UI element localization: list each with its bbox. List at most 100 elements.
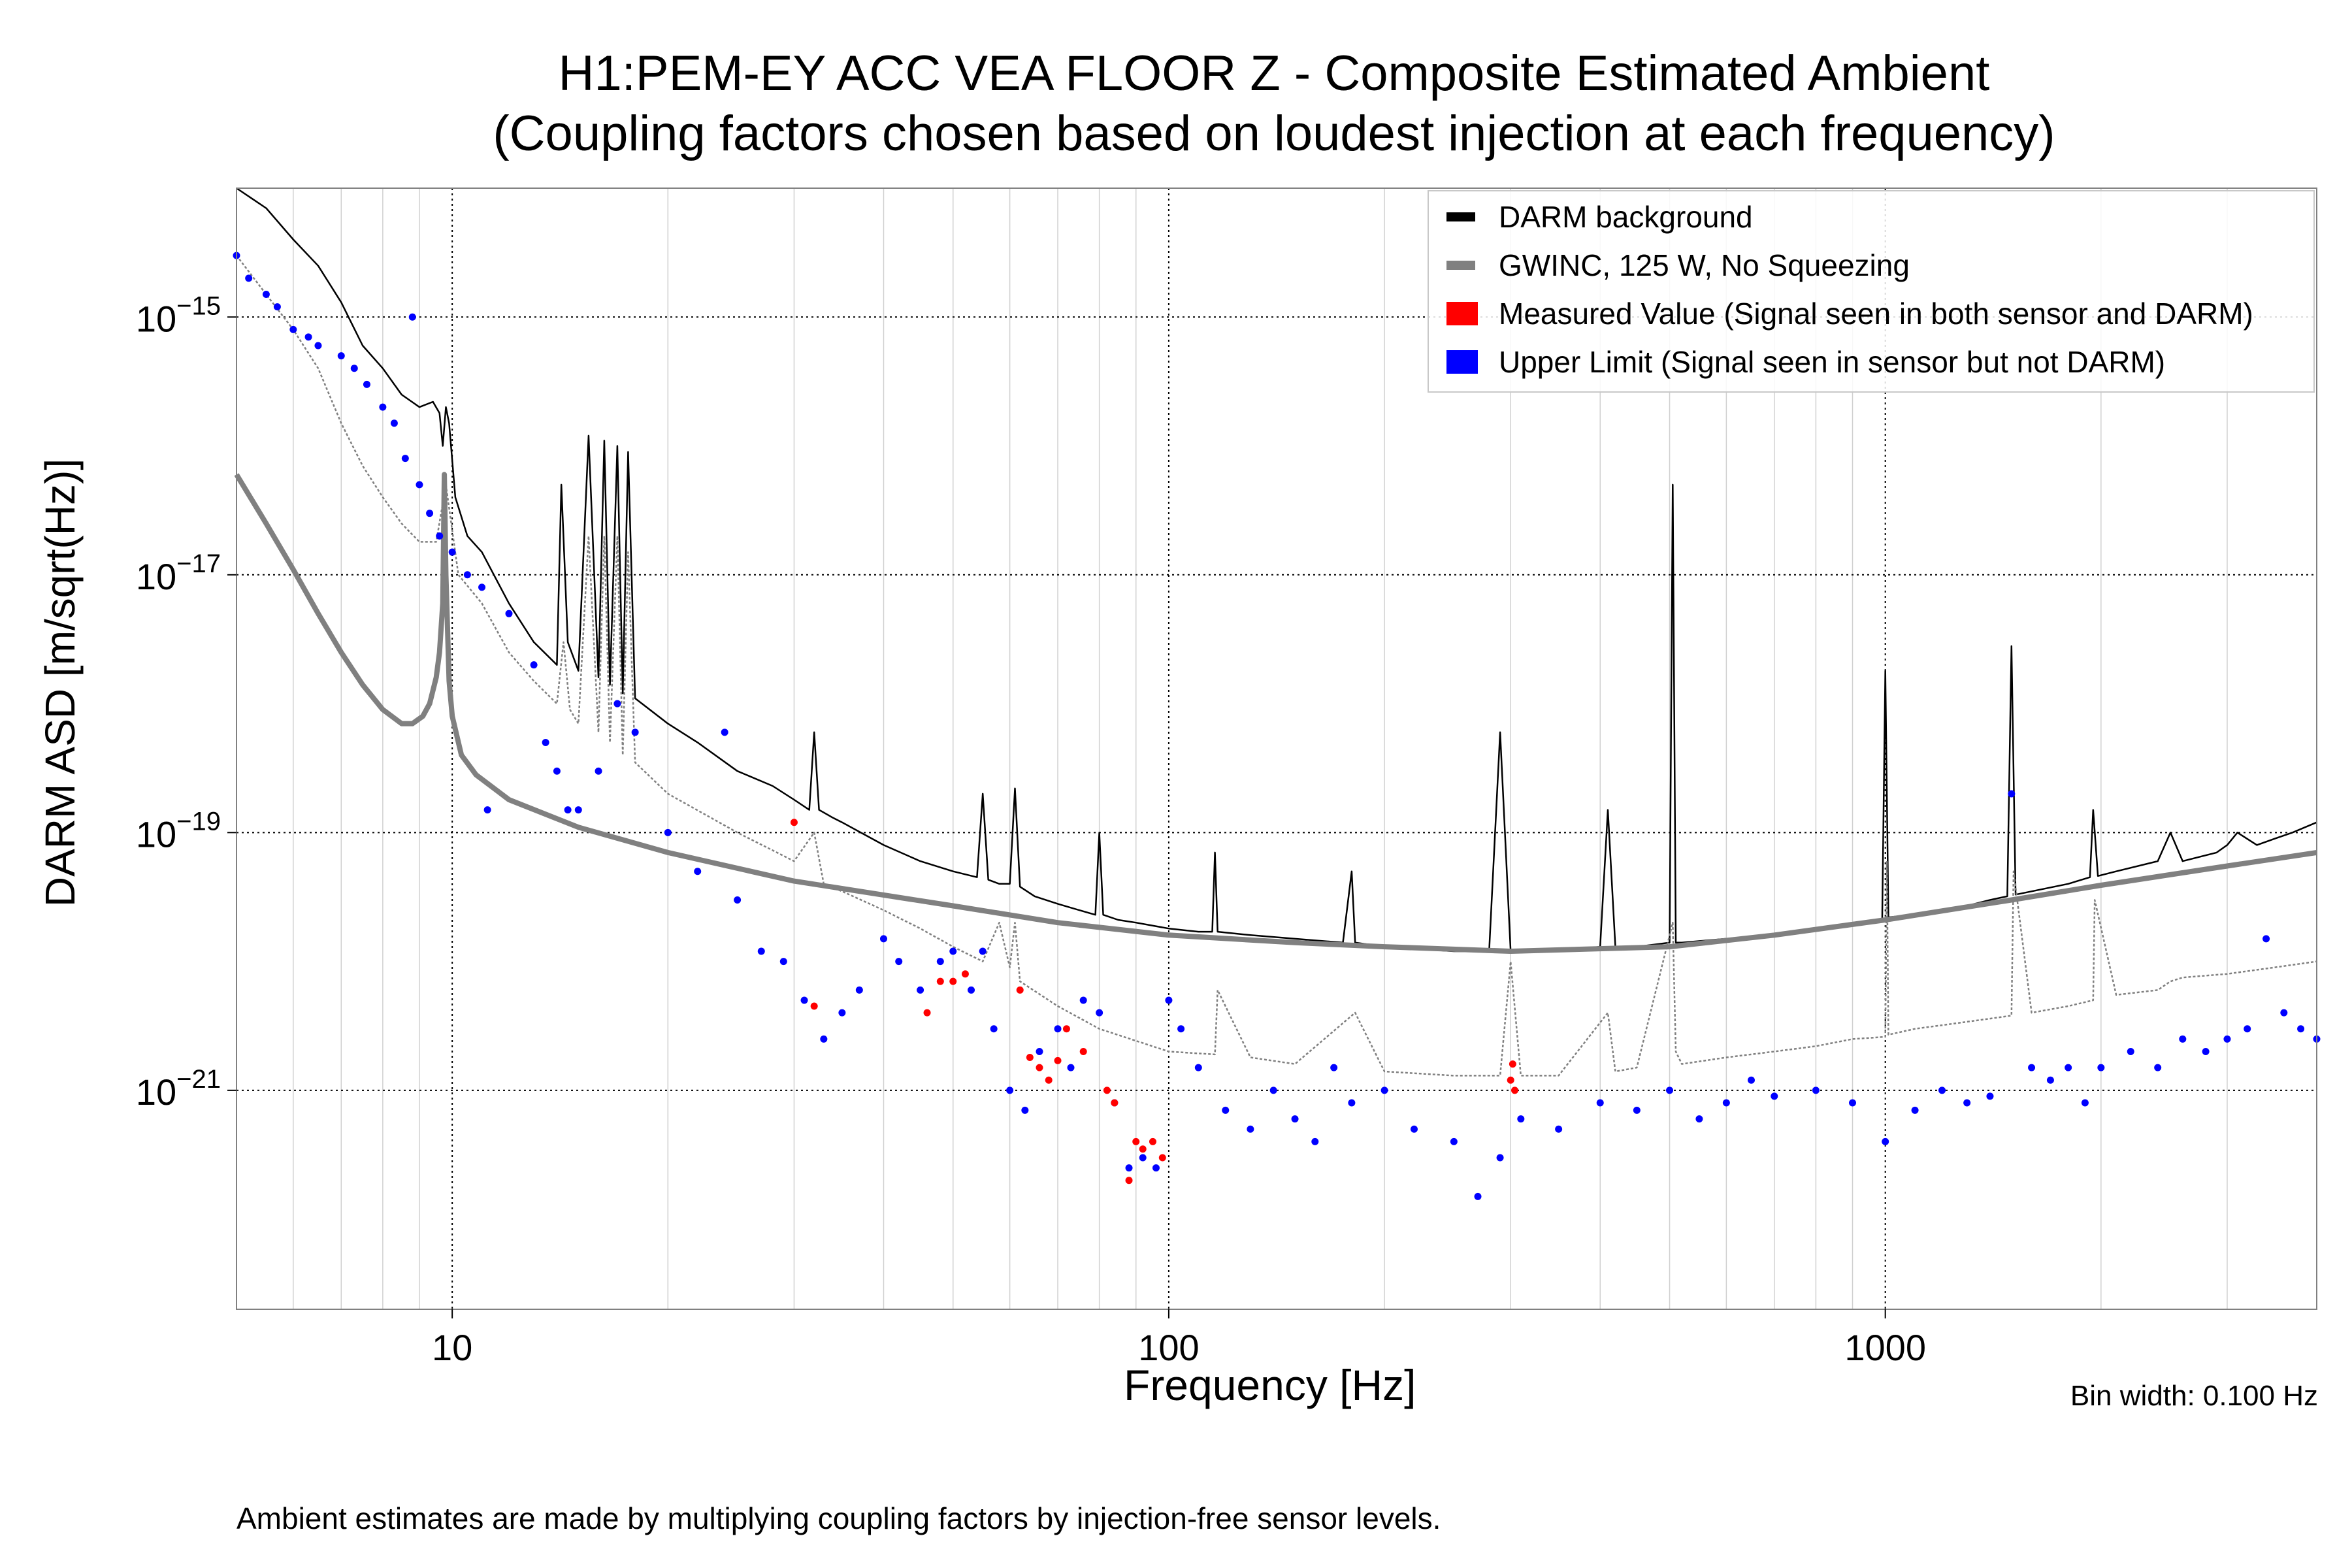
y-tick-label: 10−21 [136,1065,221,1113]
upper-limit-point [530,661,538,669]
legend-label: DARM background [1499,200,1753,234]
y-tick-label: 10−17 [136,549,221,597]
upper-limit-point [2297,1025,2305,1033]
upper-limit-point [838,1009,846,1017]
upper-limit-point [2244,1025,2251,1033]
upper-limit-point [979,947,987,955]
y-axis-label: DARM ASD [m/sqrt(Hz)] [37,458,84,907]
legend-swatch [1446,261,1475,270]
upper-limit-point [401,455,409,463]
legend-label: GWINC, 125 W, No Squeezing [1499,248,1910,282]
upper-limit-point [2081,1099,2089,1107]
legend-swatch [1446,350,1478,374]
measured-value-point [1036,1064,1043,1071]
upper-limit-point [262,291,270,299]
upper-limit-point [478,583,486,591]
legend-label: Measured Value (Signal seen in both sens… [1499,297,2253,331]
measured-value-point [1139,1145,1147,1153]
upper-limit-point [1054,1025,1062,1033]
y-tick-label: 10−15 [136,291,221,339]
upper-limit-point [757,947,765,955]
upper-limit-point [1036,1047,1043,1055]
x-tick-label: 10 [432,1327,472,1368]
upper-limit-point [2262,935,2270,943]
upper-limit-point [1079,996,1087,1004]
upper-limit-point [379,403,387,411]
upper-limit-point [416,481,423,489]
chart-title: H1:PEM-EY ACC VEA FLOOR Z - Composite Es… [558,46,1990,101]
measured-value-point [1079,1047,1087,1055]
upper-limit-point [917,986,924,994]
upper-limit-point [273,303,281,311]
series-layer [233,187,2321,1200]
y-tick-label: 10−19 [136,807,221,855]
measured-value-point [1062,1025,1070,1033]
upper-limit-point [1194,1064,1202,1071]
measured-value-point [949,977,957,985]
upper-limit-point [337,352,345,360]
upper-limit-point [1771,1092,1778,1100]
upper-limit-point [949,947,957,955]
legend: DARM background GWINC, 125 W, No Squeezin… [1428,190,2315,393]
upper-limit-point [1247,1125,1254,1133]
upper-limit-point [245,274,253,282]
upper-limit-point [855,986,863,994]
upper-limit-point [631,728,639,736]
upper-limit-point [564,806,572,814]
upper-limit-point [721,728,728,736]
upper-limit-point [1474,1192,1482,1200]
upper-limit-point [990,1025,998,1033]
measured-value-point [961,970,969,978]
upper-limit-point [1125,1164,1133,1172]
upper-limit-point [2065,1064,2072,1071]
upper-limit-point [1666,1086,1674,1094]
upper-limit-point [463,571,471,579]
upper-limit-point [895,958,903,966]
upper-limit-point [314,342,322,350]
upper-limit-point [1722,1099,1730,1107]
upper-limit-point [968,986,975,994]
gwinc-dotted-line [236,255,2317,1077]
upper-limit-point [363,380,370,388]
upper-limit-point [574,806,582,814]
upper-limit-point [289,325,297,333]
measured-value-point [1509,1060,1516,1068]
upper-limit-point [304,333,312,341]
measured-value-point [1149,1137,1156,1145]
upper-limit-point [1348,1099,1356,1107]
upper-limit-point [542,738,549,746]
upper-limit-point [734,896,742,904]
upper-limit-point [2008,790,2016,798]
upper-limit-point [2097,1064,2105,1071]
chart-subtitle: (Coupling factors chosen based on loudes… [493,106,2055,161]
upper-limit-point [2202,1047,2210,1055]
upper-limit-point [1633,1106,1641,1114]
upper-limit-point [936,958,944,966]
upper-limit-point [1291,1115,1299,1123]
upper-limit-point [1695,1115,1703,1123]
x-axis-label: Frequency [Hz] [1124,1361,1416,1409]
upper-limit-point [800,996,808,1004]
upper-limit-point [1311,1137,1319,1145]
upper-limit-point [595,767,602,775]
measured-value-point [1158,1154,1166,1162]
upper-limit-point [1517,1115,1525,1123]
x-tick-label: 100 [1138,1327,1199,1368]
measured-value-point [923,1009,931,1017]
upper-limit-point [1410,1125,1418,1133]
upper-limit-point [2046,1076,2054,1084]
upper-limit-point [820,1035,828,1043]
gwinc-line [234,472,2317,954]
upper-limit-point [1139,1154,1147,1162]
upper-limit-point [1882,1137,1889,1145]
upper-limit-point [2028,1064,2036,1071]
upper-limit-point [1938,1086,1946,1094]
upper-limit-point [1380,1086,1388,1094]
upper-limit-point [879,935,887,943]
measured-value-point [1045,1076,1053,1084]
axes-frame [236,188,2317,1310]
legend-swatch [1446,212,1475,221]
upper-limit-point [1006,1086,1014,1094]
